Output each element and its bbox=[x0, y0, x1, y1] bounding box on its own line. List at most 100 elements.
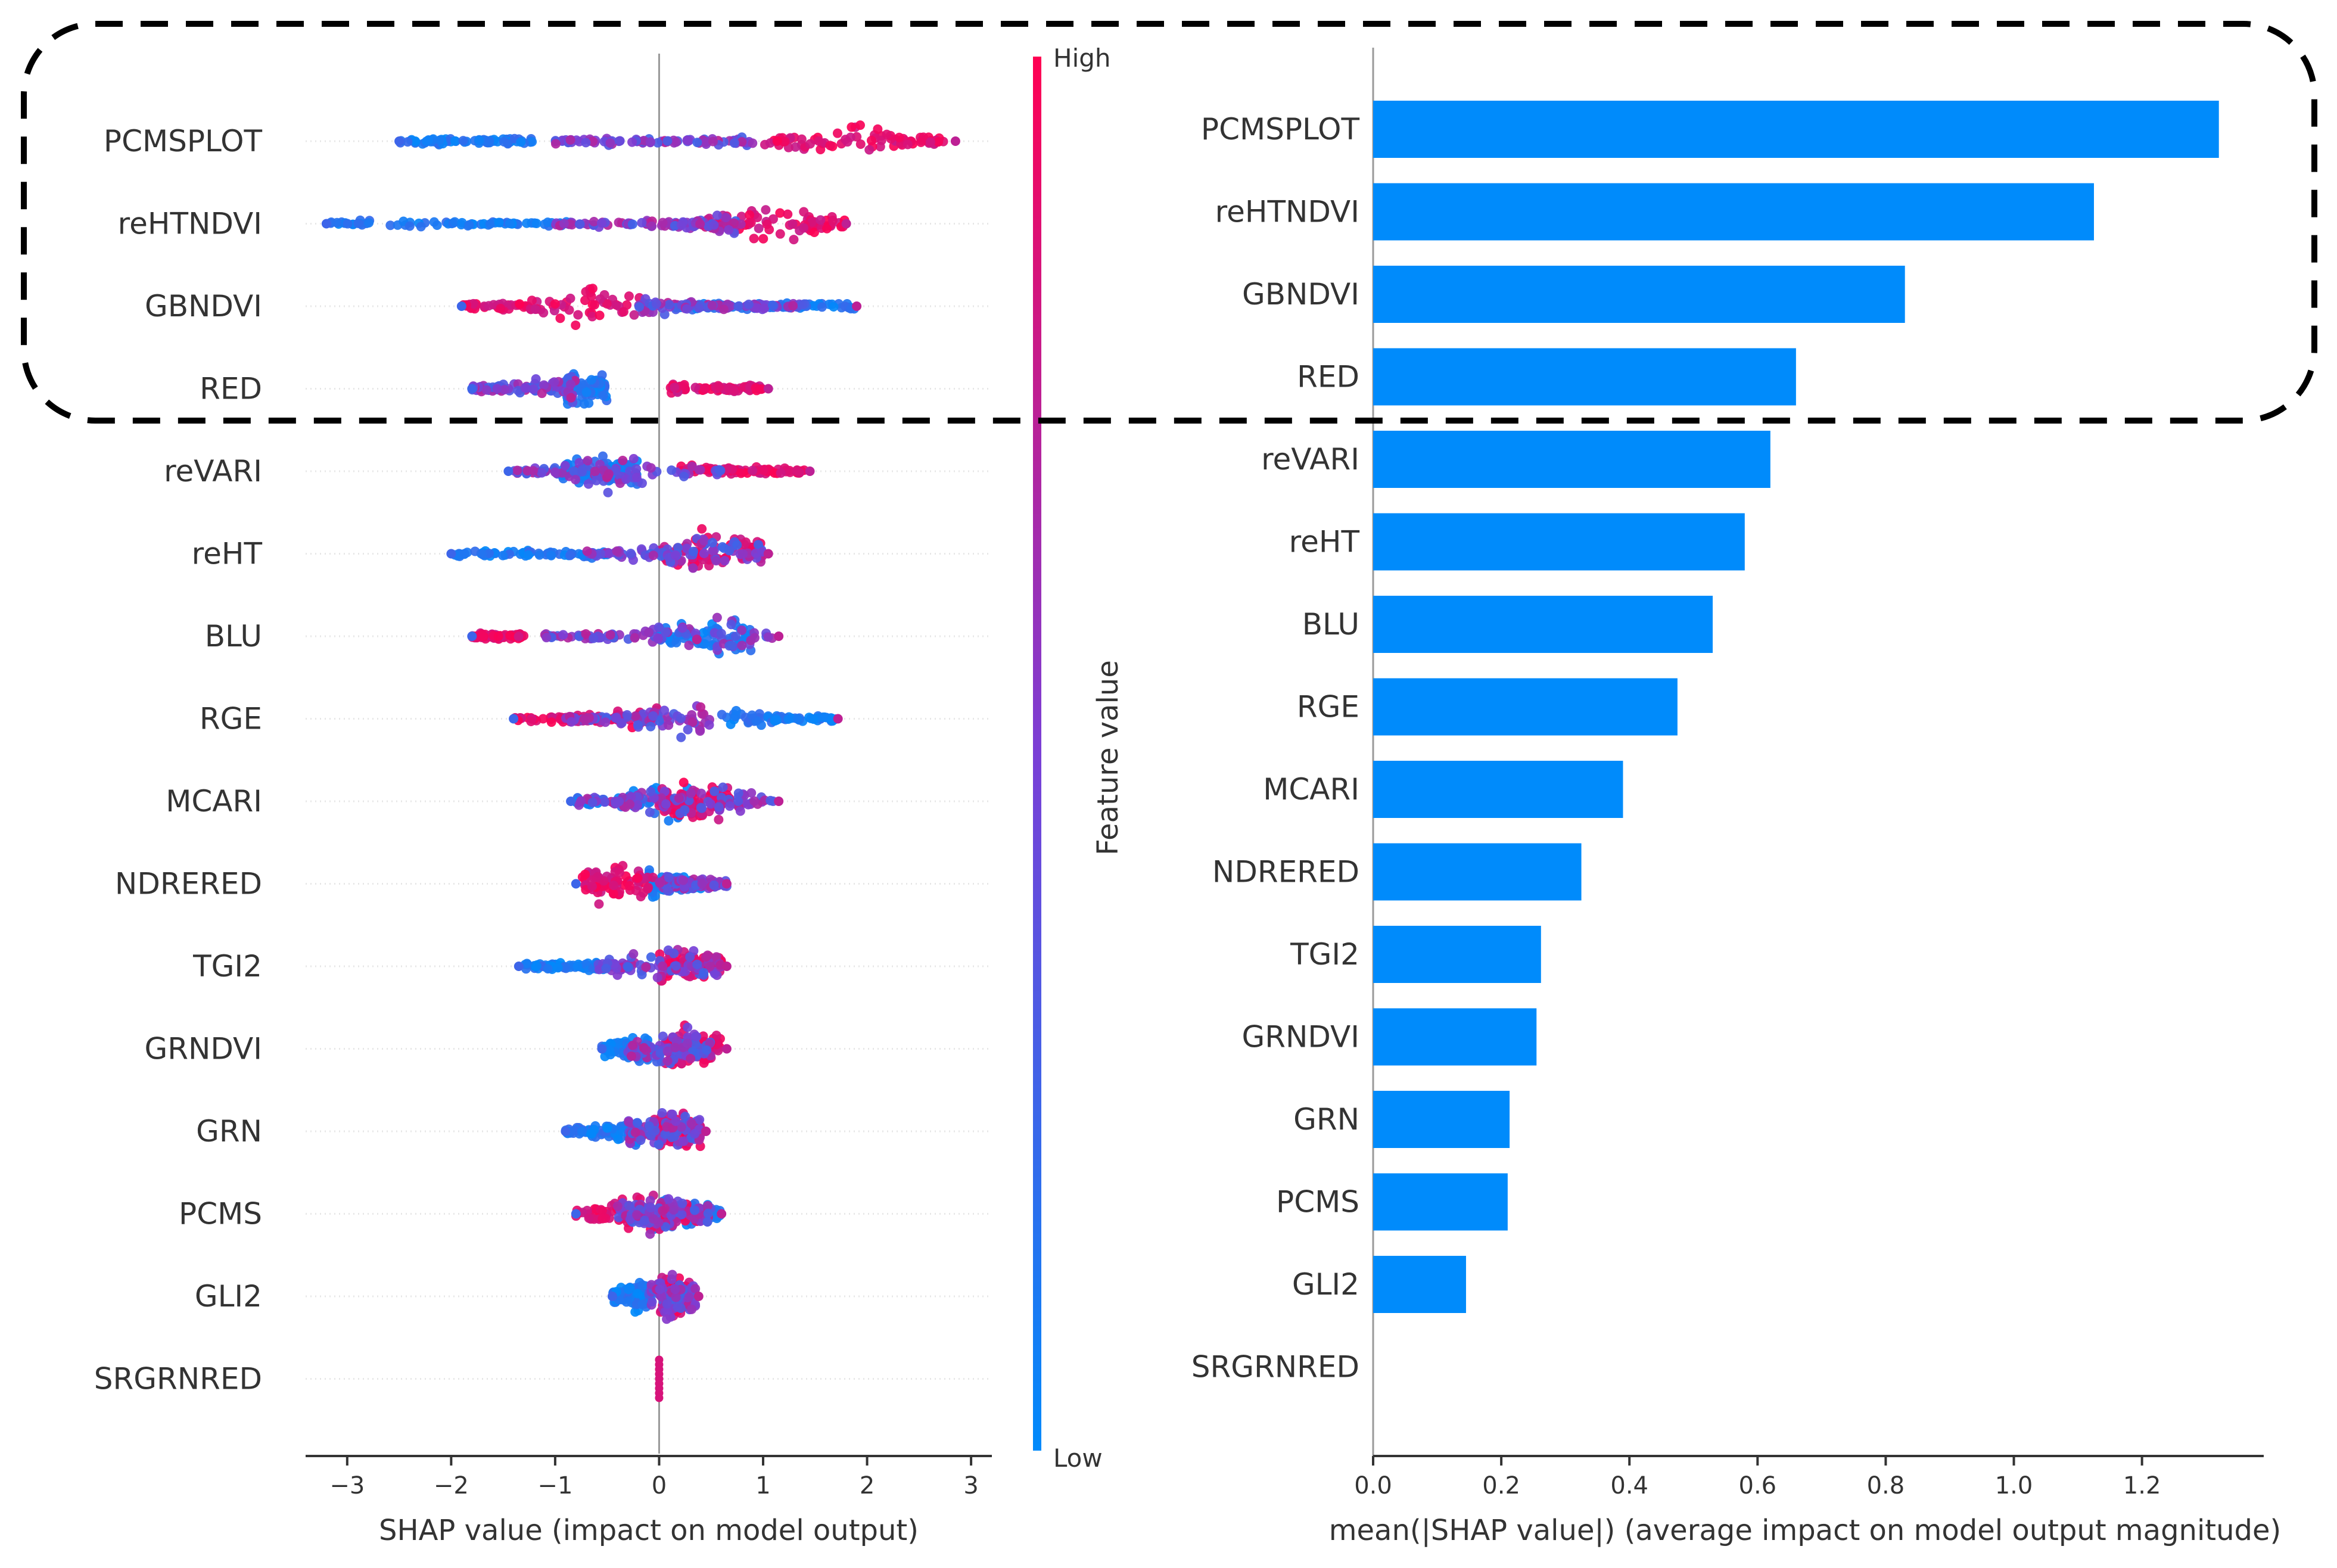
shap-point bbox=[637, 969, 647, 979]
shap-point bbox=[687, 1119, 697, 1129]
shap-point bbox=[692, 959, 702, 969]
shap-point bbox=[543, 964, 553, 974]
shap-point bbox=[343, 219, 353, 229]
shap-point bbox=[646, 1130, 656, 1140]
shap-point bbox=[791, 142, 801, 152]
bar-label-revari: reVARI bbox=[1261, 442, 1359, 477]
shap-point bbox=[493, 631, 503, 642]
shap-point bbox=[714, 814, 724, 825]
beeswarm-row-reht bbox=[446, 524, 773, 573]
bar-x-tick-label: 0.2 bbox=[1482, 1472, 1520, 1499]
feature-label-srgrnred: SRGRNRED bbox=[94, 1362, 262, 1396]
shap-point bbox=[696, 702, 706, 712]
beeswarm-row-tgi2 bbox=[514, 945, 732, 986]
shap-point bbox=[699, 639, 709, 649]
shap-point bbox=[531, 374, 541, 384]
shap-point bbox=[687, 717, 698, 727]
shap-point bbox=[732, 540, 742, 550]
shap-point bbox=[633, 800, 643, 810]
shap-point bbox=[724, 225, 734, 235]
shap-point bbox=[456, 301, 466, 311]
shap-point bbox=[627, 137, 637, 147]
shap-point bbox=[696, 788, 707, 798]
shap-point bbox=[612, 546, 622, 556]
shap-x-tick-label: 0 bbox=[652, 1472, 667, 1499]
shap-point bbox=[792, 466, 802, 476]
shap-point bbox=[933, 137, 943, 147]
bar-label-tgi2: TGI2 bbox=[1290, 937, 1359, 972]
shap-point bbox=[601, 963, 611, 973]
shap-point bbox=[615, 136, 625, 146]
shap-point bbox=[748, 465, 758, 475]
shap-point bbox=[667, 465, 677, 475]
bar-tgi2 bbox=[1373, 926, 1541, 983]
shap-point bbox=[699, 536, 709, 546]
shap-point bbox=[645, 137, 655, 147]
shap-point bbox=[404, 221, 415, 231]
bar-gbndvi bbox=[1373, 266, 1905, 323]
shap-point bbox=[587, 881, 597, 891]
shap-point bbox=[618, 307, 628, 317]
shap-point bbox=[626, 792, 636, 802]
shap-point bbox=[736, 468, 746, 478]
shap-point bbox=[688, 563, 698, 573]
shap-point bbox=[637, 217, 647, 228]
bar-label-blu: BLU bbox=[1302, 607, 1359, 642]
shap-point bbox=[704, 807, 714, 817]
shap-point bbox=[783, 714, 793, 724]
shap-point bbox=[523, 550, 533, 560]
shap-point bbox=[581, 138, 591, 148]
shap-point bbox=[657, 1107, 667, 1118]
shap-point bbox=[697, 878, 707, 888]
shap-point bbox=[565, 293, 575, 303]
feature-label-blu: BLU bbox=[205, 619, 262, 654]
shap-point bbox=[597, 1206, 607, 1216]
shap-point bbox=[677, 220, 687, 230]
shap-point bbox=[653, 633, 663, 643]
shap-point bbox=[364, 217, 374, 228]
shap-point bbox=[760, 303, 770, 313]
shap-point bbox=[503, 139, 513, 149]
shap-point bbox=[569, 466, 579, 476]
bar-reht bbox=[1373, 513, 1745, 571]
shap-point bbox=[669, 382, 679, 393]
shap-point bbox=[690, 1129, 700, 1139]
shap-point bbox=[653, 138, 663, 148]
shap-point bbox=[450, 217, 460, 227]
shap-point bbox=[660, 1129, 670, 1139]
shap-point bbox=[692, 138, 702, 148]
shap-point bbox=[503, 466, 514, 476]
beeswarm-row-red bbox=[467, 369, 773, 409]
shap-point bbox=[733, 301, 743, 312]
feature-label-tgi2: TGI2 bbox=[192, 949, 262, 984]
bar-label-ndrered: NDRERED bbox=[1212, 855, 1359, 889]
shap-point bbox=[737, 640, 747, 651]
shap-point bbox=[658, 217, 668, 228]
shap-point bbox=[543, 217, 553, 228]
feature-label-pcms: PCMS bbox=[179, 1197, 262, 1231]
shap-point bbox=[765, 795, 776, 805]
shap-point bbox=[595, 310, 605, 321]
shap-point bbox=[633, 1289, 643, 1299]
shap-point bbox=[481, 385, 491, 395]
shap-point bbox=[807, 217, 817, 227]
shap-point bbox=[799, 207, 809, 217]
shap-point bbox=[749, 234, 759, 244]
shap-point bbox=[589, 217, 599, 227]
shap-point bbox=[670, 1043, 680, 1053]
shap-point bbox=[679, 471, 689, 481]
shap-point bbox=[577, 1127, 587, 1137]
shap-point bbox=[748, 138, 758, 148]
beeswarm-row-gli2 bbox=[607, 1270, 704, 1324]
shap-point bbox=[676, 732, 686, 742]
shap-point bbox=[565, 135, 575, 145]
shap-point bbox=[648, 550, 658, 561]
shap-point bbox=[516, 137, 526, 147]
shap-point bbox=[662, 1046, 673, 1056]
bar-label-srgrnred: SRGRNRED bbox=[1191, 1350, 1359, 1385]
shap-point bbox=[484, 136, 494, 146]
shap-point bbox=[623, 962, 633, 972]
shap-point bbox=[467, 384, 477, 394]
shap-point bbox=[527, 136, 537, 147]
